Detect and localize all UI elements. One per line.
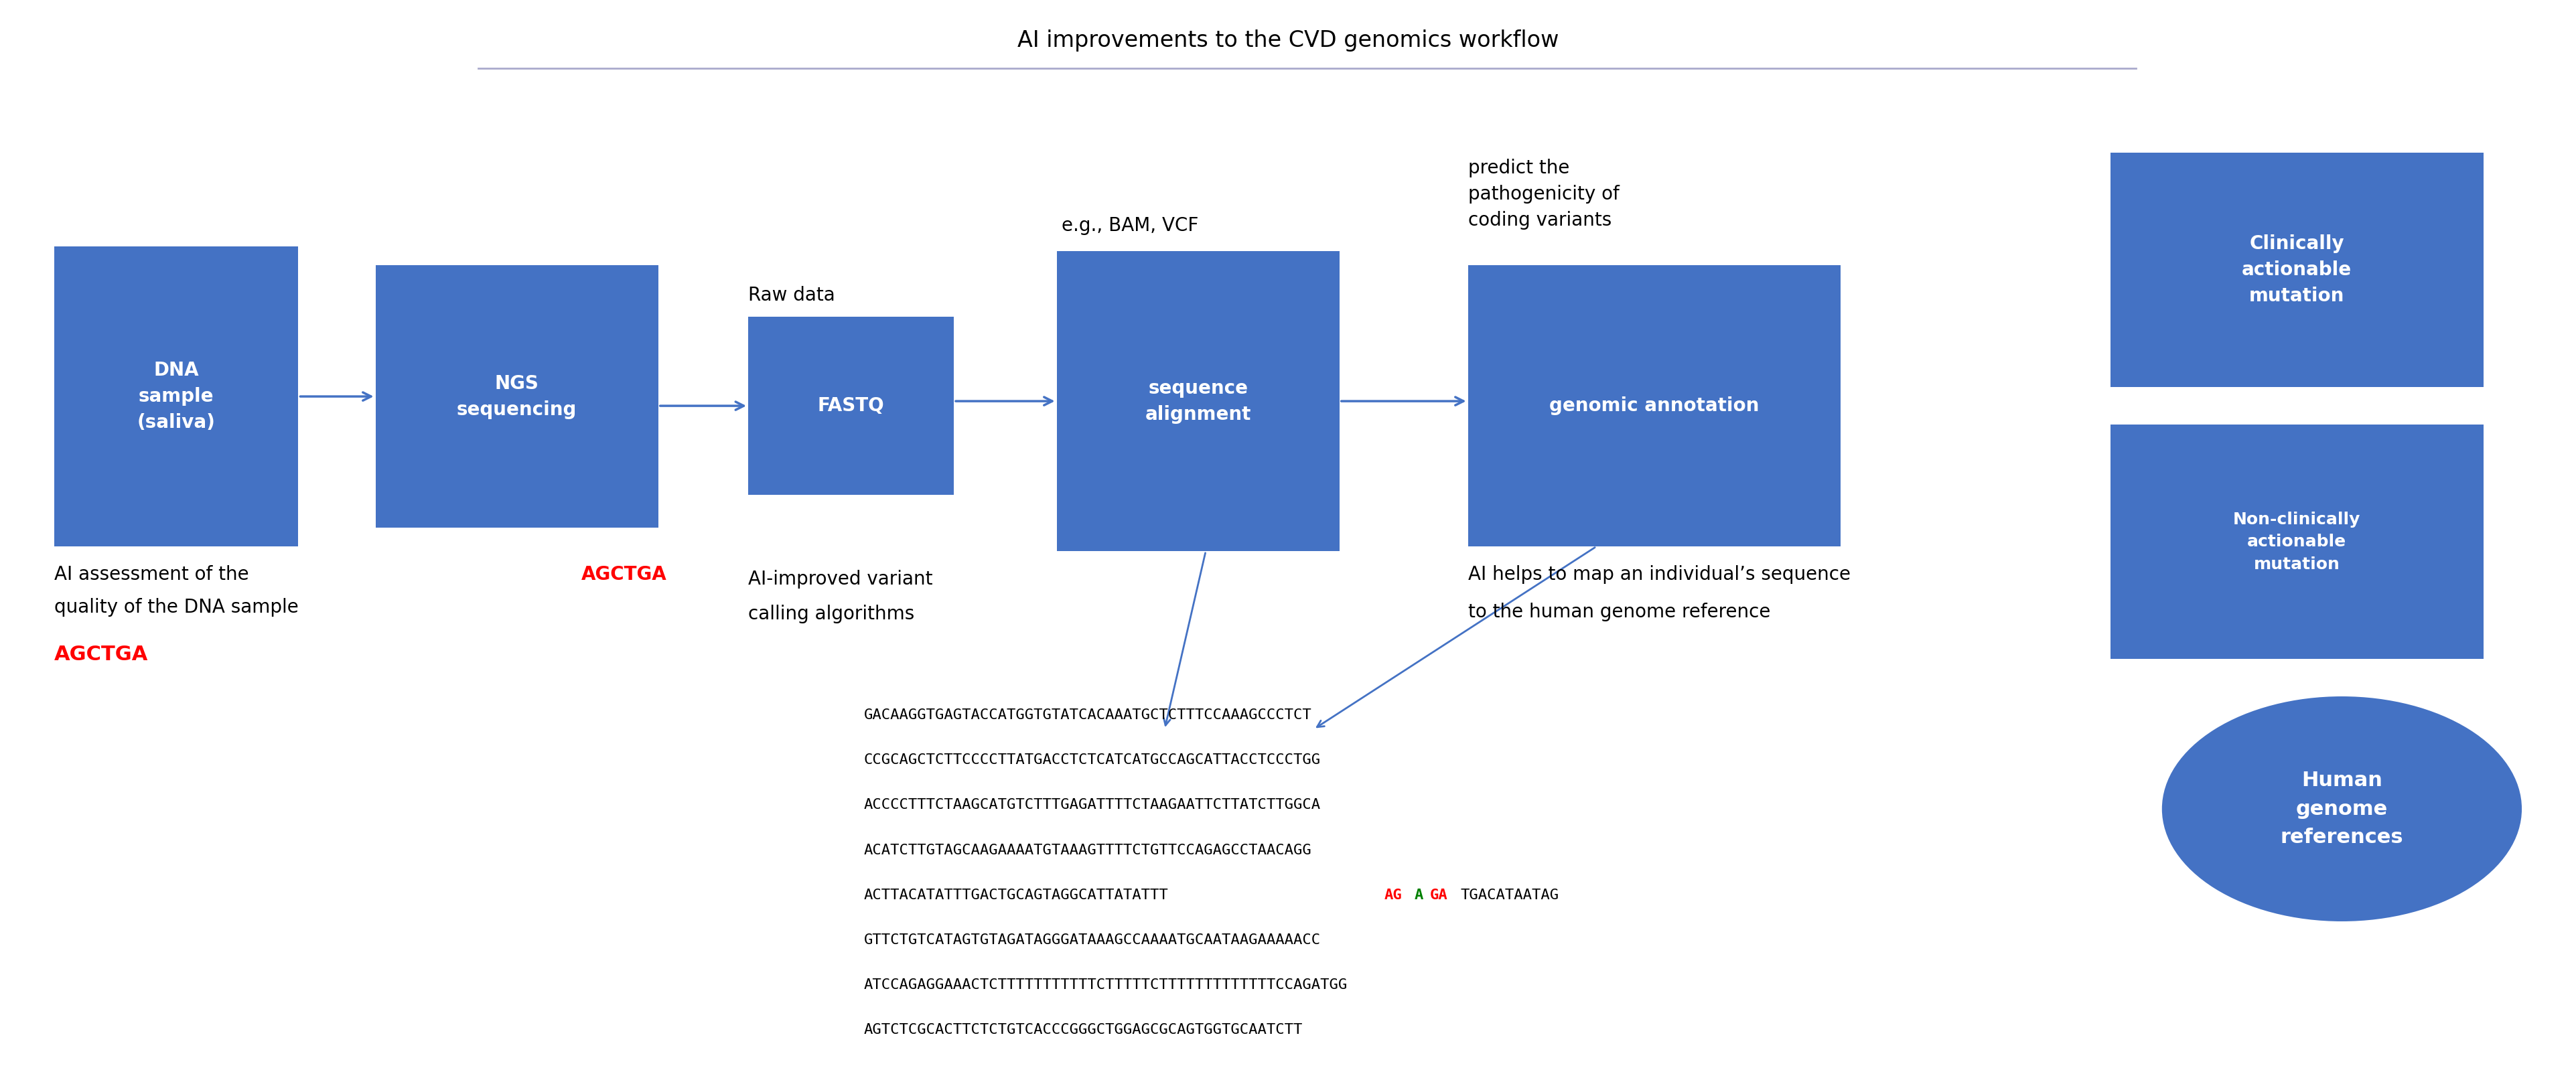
Text: GTTCTGTCATAGTGTAGATAGGGATAAAGCCAAAATGCAATAAGAAAAACC: GTTCTGTCATAGTGTAGATAGGGATAAAGCCAAAATGCAA… bbox=[863, 933, 1321, 947]
Text: ACTTACATATTTGACTGCAGTAGGCATTATATTT: ACTTACATATTTGACTGCAGTAGGCATTATATTT bbox=[863, 889, 1170, 901]
Text: calling algorithms: calling algorithms bbox=[747, 604, 914, 624]
Text: Clinically
actionable
mutation: Clinically actionable mutation bbox=[2241, 235, 2352, 305]
Text: NGS
sequencing: NGS sequencing bbox=[456, 374, 577, 419]
FancyBboxPatch shape bbox=[1468, 265, 1842, 547]
Text: AI-improved variant: AI-improved variant bbox=[747, 570, 933, 588]
FancyBboxPatch shape bbox=[2110, 425, 2483, 659]
Text: AGCTGA: AGCTGA bbox=[54, 645, 149, 664]
Text: ATCCAGAGGAAACTCTTTTTTTTTTTCTTTTTCTTTTTTTTTTTTTCCAGATGG: ATCCAGAGGAAACTCTTTTTTTTTTTCTTTTTCTTTTTTT… bbox=[863, 978, 1347, 992]
Text: A: A bbox=[1414, 889, 1425, 901]
Text: ACATCTTGTAGCAAGAAAATGTAAAGTTTTCTGTTCCAGAGCCTAACAGG: ACATCTTGTAGCAAGAAAATGTAAAGTTTTCTGTTCCAGA… bbox=[863, 844, 1311, 857]
Text: GACAAGGTGAGTACCATGGTGTATCACAAATGCTCTTTCCAAAGCCCTCT: GACAAGGTGAGTACCATGGTGTATCACAAATGCTCTTTCC… bbox=[863, 708, 1311, 722]
FancyBboxPatch shape bbox=[2110, 153, 2483, 387]
Text: GA: GA bbox=[1430, 889, 1448, 901]
Text: CCGCAGCTCTTCCCCTTATGACCTCTCATCATGCCAGCATTACCTCCCTGG: CCGCAGCTCTTCCCCTTATGACCTCTCATCATGCCAGCAT… bbox=[863, 753, 1321, 767]
Text: TGACATAATAG: TGACATAATAG bbox=[1461, 889, 1558, 901]
Text: AGCTGA: AGCTGA bbox=[582, 565, 667, 584]
Text: Raw data: Raw data bbox=[747, 286, 835, 304]
Text: AI assessment of the: AI assessment of the bbox=[54, 565, 250, 584]
FancyBboxPatch shape bbox=[1056, 251, 1340, 551]
Text: sequence
alignment: sequence alignment bbox=[1144, 379, 1252, 424]
Text: to the human genome reference: to the human genome reference bbox=[1468, 602, 1770, 622]
Text: AGTCTCGCACTTCTCTGTCACCCGGGCTGGAGCGCAGTGGTGCAATCTT: AGTCTCGCACTTCTCTGTCACCCGGGCTGGAGCGCAGTGG… bbox=[863, 1023, 1303, 1037]
Ellipse shape bbox=[2161, 696, 2522, 922]
FancyBboxPatch shape bbox=[376, 265, 659, 528]
Text: e.g., BAM, VCF: e.g., BAM, VCF bbox=[1061, 217, 1198, 235]
Text: AI helps to map an individual’s sequence: AI helps to map an individual’s sequence bbox=[1468, 565, 1850, 584]
Text: Non-clinically
actionable
mutation: Non-clinically actionable mutation bbox=[2233, 512, 2360, 572]
Text: quality of the DNA sample: quality of the DNA sample bbox=[54, 598, 299, 616]
FancyBboxPatch shape bbox=[747, 317, 953, 494]
Text: AI improvements to the CVD genomics workflow: AI improvements to the CVD genomics work… bbox=[1018, 29, 1558, 51]
Text: AG: AG bbox=[1383, 889, 1401, 901]
Text: FASTQ: FASTQ bbox=[817, 396, 884, 415]
Text: Human
genome
references: Human genome references bbox=[2280, 770, 2403, 847]
Text: genomic annotation: genomic annotation bbox=[1548, 396, 1759, 415]
FancyBboxPatch shape bbox=[54, 247, 299, 547]
Text: predict the
pathogenicity of
coding variants: predict the pathogenicity of coding vari… bbox=[1468, 159, 1620, 230]
Text: DNA
sample
(saliva): DNA sample (saliva) bbox=[137, 361, 216, 431]
Text: ACCCCTTTCTAAGCATGTCTTTGAGATTTTCTAAGAATTCTTATCTTGGCA: ACCCCTTTCTAAGCATGTCTTTGAGATTTTCTAAGAATTC… bbox=[863, 799, 1321, 812]
